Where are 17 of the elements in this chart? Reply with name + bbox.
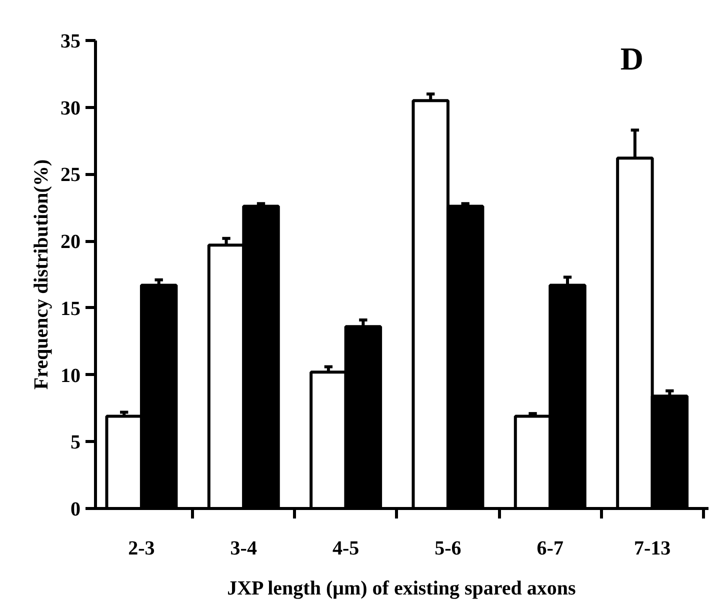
- x-tick-label: 7-13: [634, 538, 671, 560]
- x-axis-title: JXP length (μm) of existing spared axons: [227, 578, 576, 600]
- y-tick-label: 25: [60, 164, 80, 186]
- y-tick-label: 35: [60, 30, 80, 52]
- y-tick-label: 0: [70, 498, 80, 520]
- y-axis-title: Frequency distribution(%): [30, 159, 52, 390]
- y-tick-label: 10: [60, 364, 80, 387]
- x-tick-label: 4-5: [332, 538, 360, 560]
- y-tick-label: 20: [60, 231, 80, 254]
- x-tick-label: 3-4: [230, 538, 257, 560]
- y-tick-label: 15: [60, 298, 80, 320]
- annotation: D: [620, 40, 644, 76]
- y-tick-label: 30: [60, 97, 80, 120]
- x-tick-label: 2-3: [128, 538, 155, 560]
- x-tick-label: 5-6: [434, 538, 462, 560]
- x-tick-label: 6-7: [536, 538, 564, 560]
- y-tick-label: 5: [70, 432, 80, 454]
